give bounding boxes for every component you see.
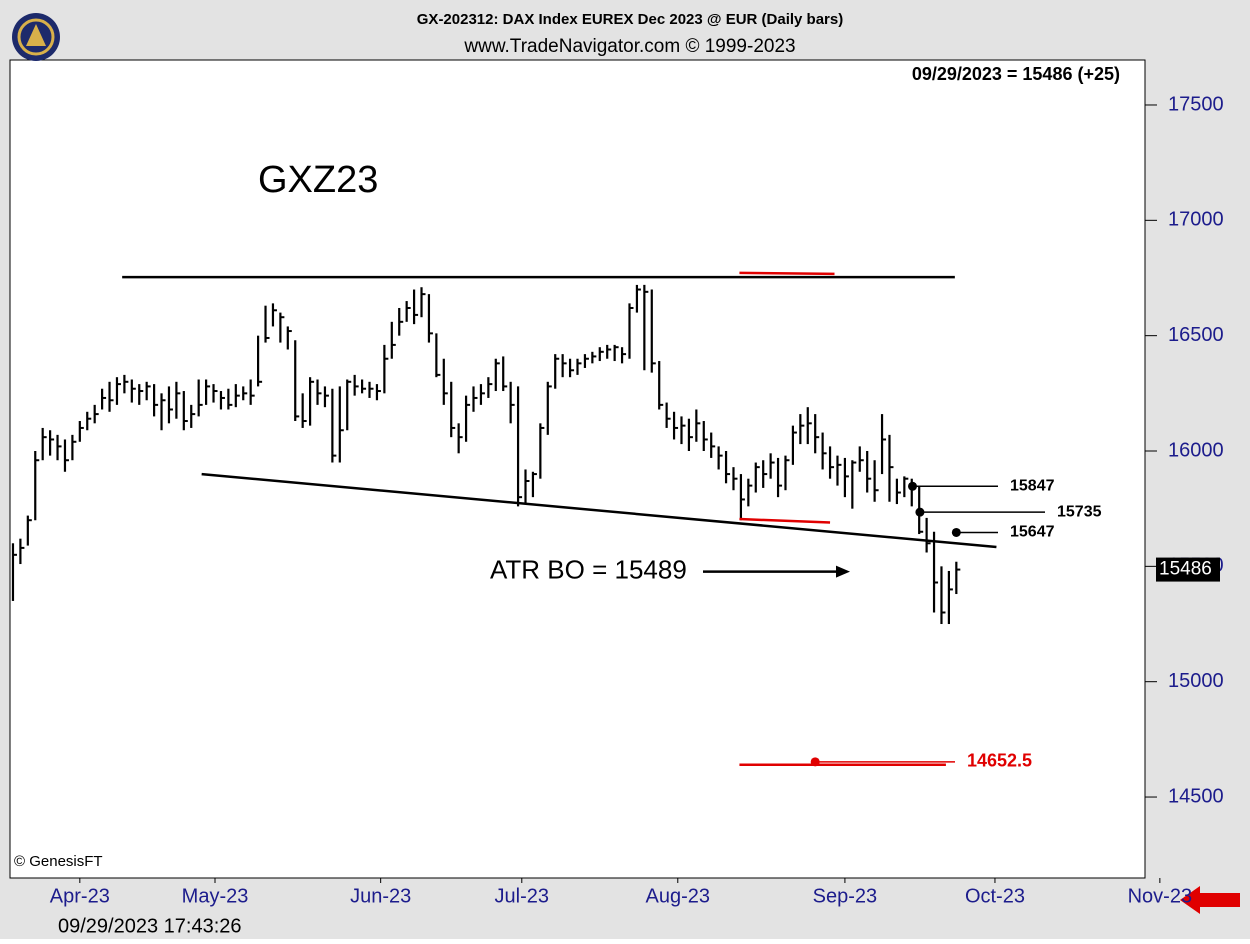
level-dot bbox=[810, 757, 820, 767]
last-price-box bbox=[1156, 557, 1220, 582]
level-label: 15647 bbox=[1010, 524, 1055, 541]
last-label: 09/29/2023 = 15486 (+25) bbox=[912, 64, 1120, 84]
last-price-label: 15486 bbox=[1159, 559, 1212, 580]
y-tick-label: 17500 bbox=[1168, 93, 1224, 115]
x-tick-label: Aug-23 bbox=[646, 885, 711, 907]
x-tick-label: Sep-23 bbox=[813, 885, 878, 907]
x-tick-label: Apr-23 bbox=[50, 885, 110, 907]
x-tick-label: May-23 bbox=[182, 885, 249, 907]
symbol-label: GXZ23 bbox=[258, 159, 378, 201]
level-dot bbox=[908, 481, 918, 491]
y-tick-label: 17000 bbox=[1168, 209, 1224, 231]
atr-arrowhead bbox=[836, 565, 850, 578]
trend-line bbox=[201, 472, 997, 549]
level-label: 15847 bbox=[1010, 478, 1055, 495]
y-tick-label: 16500 bbox=[1168, 324, 1224, 346]
timestamp: 09/29/2023 17:43:26 bbox=[58, 915, 242, 937]
chart-title: GX-202312: DAX Index EUREX Dec 2023 @ EU… bbox=[417, 11, 843, 28]
scroll-arrow[interactable] bbox=[1180, 886, 1240, 914]
x-tick-label: Jun-23 bbox=[350, 885, 411, 907]
x-tick-label: Oct-23 bbox=[965, 885, 1025, 907]
level-dot bbox=[951, 527, 961, 537]
x-tick-label: Nov-23 bbox=[1128, 885, 1192, 907]
logo bbox=[12, 13, 60, 61]
y-tick-label: 16000 bbox=[1168, 439, 1224, 461]
y-tick-label: 15000 bbox=[1168, 670, 1224, 692]
level-label: 15735 bbox=[1057, 503, 1102, 520]
y-tick-label: 14500 bbox=[1168, 785, 1224, 807]
trend-line bbox=[739, 271, 835, 276]
x-tick-label: Jul-23 bbox=[495, 885, 549, 907]
chart-subtitle: www.TradeNavigator.com © 1999-2023 bbox=[463, 36, 795, 57]
level-dot bbox=[915, 507, 925, 517]
level-label: 14652.5 bbox=[967, 751, 1032, 771]
trend-line bbox=[739, 517, 831, 524]
atr-label: ATR BO = 15489 bbox=[490, 554, 687, 584]
copyright: © GenesisFT bbox=[14, 853, 103, 870]
plot-area bbox=[9, 59, 1146, 879]
